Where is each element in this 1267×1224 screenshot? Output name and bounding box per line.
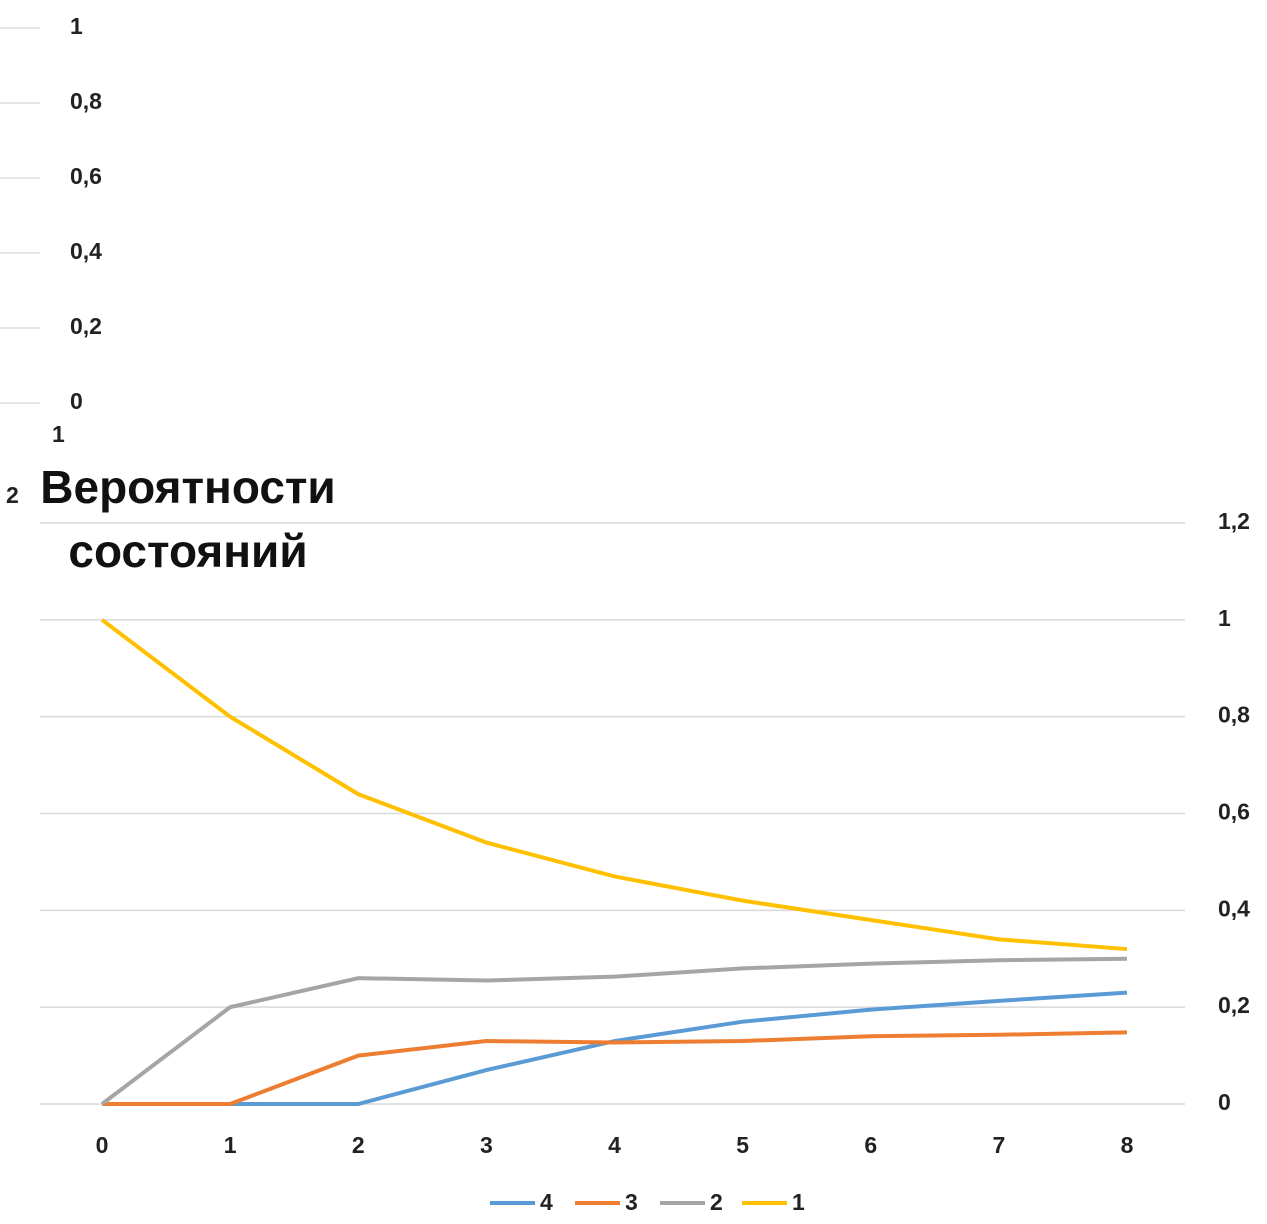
y-tick-label: 1,2 [1218, 508, 1250, 534]
line [102, 990, 1128, 1106]
chart-title: Вероятности состояний [40, 461, 336, 577]
y-tick-label: 1 [1218, 605, 1231, 631]
x-tick-label: 4 [608, 1132, 621, 1158]
y-tick-label: 0,8 [1218, 702, 1250, 728]
fragment-text: 1 [52, 421, 65, 447]
legend-label: 4 [540, 1189, 553, 1215]
line [102, 1030, 1128, 1106]
fragment-tick-label: 0,4 [70, 238, 102, 264]
x-tick-label: 8 [1121, 1132, 1134, 1158]
x-tick-label: 0 [96, 1132, 109, 1158]
fragment-tick-label: 1 [70, 13, 83, 39]
fragment-tick-label: 0,8 [70, 88, 102, 114]
fragment-text: 2 [6, 482, 19, 508]
x-tick-label: 1 [224, 1132, 237, 1158]
fragment-tick-label: 0,6 [70, 163, 102, 189]
y-tick-label: 0,4 [1218, 895, 1250, 921]
x-tick-label: 6 [864, 1132, 877, 1158]
line [100, 956, 1128, 1106]
legend-label: 1 [792, 1189, 805, 1215]
x-tick-label: 5 [736, 1132, 749, 1158]
y-tick-label: 0 [1218, 1089, 1231, 1115]
y-tick-label: 0,2 [1218, 992, 1250, 1018]
x-tick-label: 2 [352, 1132, 365, 1158]
fragment-tick-label: 0 [70, 388, 83, 414]
fragment-tick-label: 0,2 [70, 313, 102, 339]
legend-label: 2 [710, 1189, 723, 1215]
legend-label: 3 [625, 1189, 638, 1215]
line [100, 618, 1128, 952]
y-tick-label: 0,6 [1218, 799, 1250, 825]
x-tick-label: 7 [992, 1132, 1005, 1158]
x-tick-label: 3 [480, 1132, 493, 1158]
